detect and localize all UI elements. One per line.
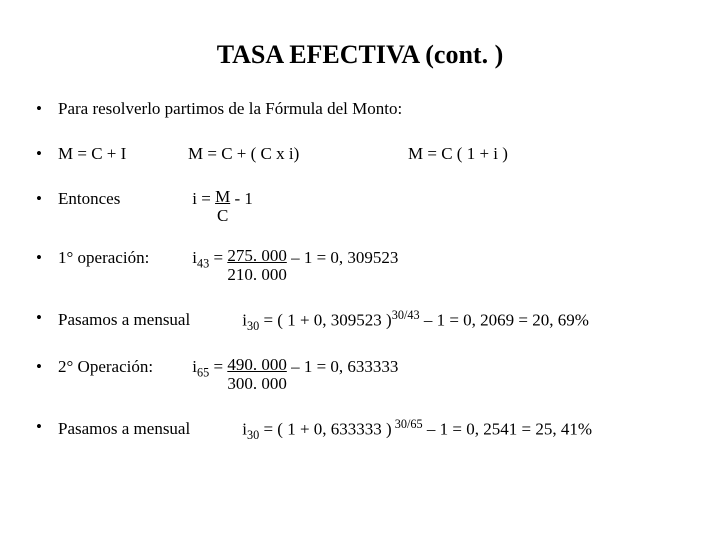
mensual1-sup: 30/43 — [392, 308, 420, 322]
mensual1-mid1: = ( 1 + 0, 309523 ) — [259, 310, 392, 329]
bullet-1-text: Para resolverlo partimos de la Fórmula d… — [58, 99, 402, 118]
bullet-5: Pasamos a mensual i30 = ( 1 + 0, 309523 … — [30, 307, 690, 335]
bullet-list: Para resolverlo partimos de la Fórmula d… — [30, 98, 690, 443]
bullet-6: 2° Operación: i65 = 490. 000300. 000 – 1… — [30, 356, 690, 393]
op2-result: – 1 = 0, 633333 — [287, 357, 399, 376]
formula-m-c-1plusi: M = C ( 1 + i ) — [408, 143, 690, 166]
formula-m-c-i: M = C + I — [58, 143, 188, 166]
bullet-4: 1° operación: i43 = 275. 000210. 000 – 1… — [30, 247, 690, 284]
op2-frac-num: 490. 000 — [227, 356, 287, 375]
op2-eq: = — [209, 357, 227, 376]
mensual2-label: Pasamos a mensual — [58, 418, 238, 441]
mensual2-mid1: = ( 1 + 0, 633333 ) — [259, 419, 392, 438]
mensual2-sub: 30 — [247, 428, 259, 442]
bullet-7: Pasamos a mensual i30 = ( 1 + 0, 633333 … — [30, 416, 690, 444]
mensual1-mid2: – 1 = 0, 2069 = 20, 69% — [420, 310, 589, 329]
frac-m-over-c: MC — [215, 188, 230, 225]
bullet-2: M = C + I M = C + ( C x i) M = C ( 1 + i… — [30, 143, 690, 166]
mensual2-mid2: – 1 = 0, 2541 = 25, 41% — [423, 419, 592, 438]
op1-label: 1° operación: — [58, 247, 188, 270]
bullet-3: Entonces i = MC - 1 — [30, 188, 690, 225]
formula-m-c-cxi: M = C + ( C x i) — [188, 143, 408, 166]
frac-num-m: M — [215, 188, 230, 207]
mensual1-label: Pasamos a mensual — [58, 309, 238, 332]
frac-den-c: C — [215, 207, 230, 226]
op1-frac: 275. 000210. 000 — [227, 247, 287, 284]
op2-frac-den: 300. 000 — [227, 375, 287, 394]
op1-sub: 43 — [197, 257, 209, 271]
mensual2-sup: 30/65 — [392, 417, 423, 431]
op1-eq: = — [209, 248, 227, 267]
op1-frac-den: 210. 000 — [227, 266, 287, 285]
i-equals: i = — [192, 189, 215, 208]
op2-sub: 65 — [197, 366, 209, 380]
op2-frac: 490. 000300. 000 — [227, 356, 287, 393]
slide-title: TASA EFECTIVA (cont. ) — [30, 40, 690, 70]
minus-1: - 1 — [230, 189, 253, 208]
bullet-1: Para resolverlo partimos de la Fórmula d… — [30, 98, 690, 121]
op1-frac-num: 275. 000 — [227, 247, 287, 266]
op1-result: – 1 = 0, 309523 — [287, 248, 399, 267]
op2-label: 2° Operación: — [58, 356, 188, 379]
mensual1-sub: 30 — [247, 319, 259, 333]
entonces-label: Entonces — [58, 188, 188, 211]
